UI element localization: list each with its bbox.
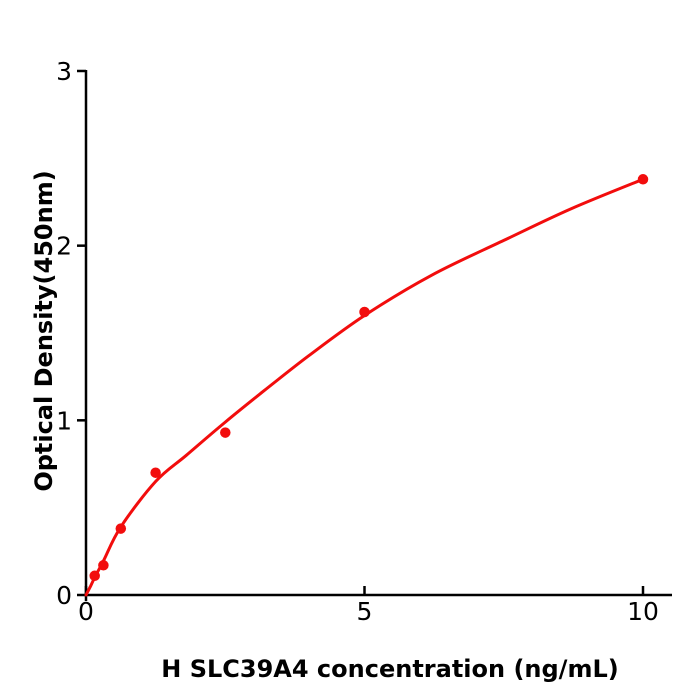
data-point-marker — [150, 467, 161, 478]
y-axis-tick-labels: 0 1 2 3 — [56, 57, 72, 610]
x-axis-ticks — [84, 586, 645, 595]
data-point-marker — [89, 570, 100, 582]
data-point-marker — [359, 306, 370, 318]
x-axis-title: H SLC39A4 concentration (ng/mL) — [161, 655, 618, 683]
data-point-marker — [637, 174, 649, 185]
y-tick-label: 2 — [56, 232, 72, 261]
data-point-marker — [115, 523, 127, 534]
x-tick-label: 10 — [627, 597, 659, 626]
y-axis-title: Optical Density(450nm) — [30, 170, 58, 491]
fit-curve-line — [84, 177, 645, 597]
data-point-marker — [220, 427, 231, 438]
x-tick-label: 0 — [78, 597, 94, 626]
y-axis-ticks — [77, 69, 86, 597]
data-points — [89, 174, 649, 582]
data-point-marker — [98, 560, 109, 571]
x-tick-label: 5 — [357, 597, 373, 626]
y-tick-label: 3 — [56, 57, 72, 86]
y-tick-label: 0 — [56, 581, 72, 610]
y-tick-label: 1 — [56, 406, 72, 435]
x-axis-tick-labels: 0 5 10 — [78, 597, 659, 626]
